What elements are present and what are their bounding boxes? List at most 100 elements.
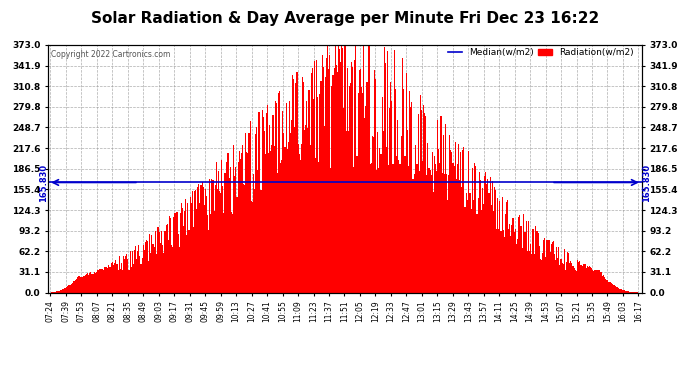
Bar bbox=[144, 250, 145, 292]
Bar bbox=[426, 175, 427, 292]
Bar bbox=[495, 190, 496, 292]
Bar bbox=[117, 270, 119, 292]
Bar bbox=[461, 187, 462, 292]
Bar bbox=[479, 172, 480, 292]
Bar bbox=[502, 230, 504, 292]
Bar bbox=[464, 207, 466, 292]
Bar bbox=[580, 265, 581, 292]
Bar bbox=[303, 82, 304, 292]
Bar bbox=[365, 106, 366, 292]
Bar bbox=[344, 45, 346, 292]
Bar bbox=[302, 77, 303, 292]
Bar bbox=[86, 274, 87, 292]
Bar bbox=[354, 60, 355, 292]
Bar bbox=[515, 244, 517, 292]
Bar bbox=[128, 270, 130, 292]
Bar bbox=[410, 107, 411, 292]
Bar bbox=[245, 134, 246, 292]
Bar bbox=[471, 209, 472, 292]
Bar bbox=[583, 264, 584, 292]
Bar bbox=[524, 232, 526, 292]
Bar bbox=[612, 284, 613, 292]
Bar bbox=[422, 160, 423, 292]
Bar bbox=[507, 200, 508, 292]
Bar bbox=[568, 253, 569, 292]
Bar bbox=[61, 290, 62, 292]
Bar bbox=[316, 60, 317, 292]
Bar bbox=[431, 175, 432, 292]
Bar bbox=[562, 264, 564, 292]
Bar bbox=[325, 77, 326, 292]
Bar bbox=[158, 227, 159, 292]
Bar bbox=[380, 154, 382, 292]
Bar bbox=[327, 45, 328, 292]
Bar bbox=[250, 201, 252, 292]
Bar bbox=[486, 184, 487, 292]
Bar bbox=[308, 90, 310, 292]
Bar bbox=[560, 259, 562, 292]
Bar bbox=[94, 272, 95, 292]
Bar bbox=[257, 170, 258, 292]
Bar bbox=[432, 152, 433, 292]
Bar bbox=[252, 202, 253, 292]
Bar bbox=[462, 150, 464, 292]
Bar bbox=[434, 156, 435, 292]
Bar bbox=[517, 240, 518, 292]
Bar bbox=[312, 68, 313, 292]
Bar bbox=[417, 114, 419, 292]
Bar bbox=[81, 277, 83, 292]
Bar bbox=[493, 211, 494, 292]
Bar bbox=[123, 256, 124, 292]
Bar bbox=[337, 72, 338, 292]
Bar bbox=[498, 228, 500, 292]
Bar bbox=[60, 290, 61, 292]
Bar bbox=[100, 269, 101, 292]
Bar bbox=[243, 184, 244, 292]
Bar bbox=[391, 101, 393, 292]
Bar bbox=[253, 174, 254, 292]
Bar bbox=[551, 244, 552, 292]
Legend: Median(w/m2), Radiation(w/m2): Median(w/m2), Radiation(w/m2) bbox=[444, 45, 637, 61]
Bar bbox=[433, 192, 434, 292]
Bar bbox=[136, 260, 137, 292]
Text: 165.830: 165.830 bbox=[642, 164, 651, 201]
Bar bbox=[166, 225, 167, 292]
Bar bbox=[458, 144, 459, 292]
Bar bbox=[113, 265, 115, 292]
Bar bbox=[159, 232, 160, 292]
Bar bbox=[593, 271, 594, 292]
Bar bbox=[150, 253, 151, 292]
Bar bbox=[506, 202, 507, 292]
Bar bbox=[254, 189, 255, 292]
Bar bbox=[57, 291, 59, 292]
Bar bbox=[387, 51, 388, 292]
Bar bbox=[353, 167, 354, 292]
Bar bbox=[108, 265, 109, 292]
Bar bbox=[511, 225, 513, 292]
Bar bbox=[299, 160, 301, 292]
Bar bbox=[89, 273, 90, 292]
Text: Solar Radiation & Day Average per Minute Fri Dec 23 16:22: Solar Radiation & Day Average per Minute… bbox=[91, 11, 599, 26]
Bar bbox=[427, 143, 428, 292]
Bar bbox=[270, 151, 271, 292]
Bar bbox=[119, 256, 120, 292]
Bar bbox=[218, 171, 219, 292]
Bar bbox=[164, 231, 166, 292]
Bar bbox=[141, 258, 143, 292]
Bar bbox=[544, 237, 545, 292]
Bar bbox=[438, 149, 440, 292]
Bar bbox=[541, 260, 542, 292]
Bar bbox=[232, 214, 233, 292]
Bar bbox=[411, 102, 412, 292]
Bar bbox=[412, 179, 413, 292]
Bar bbox=[204, 205, 205, 292]
Bar bbox=[107, 268, 108, 292]
Bar bbox=[63, 288, 64, 292]
Bar bbox=[533, 230, 534, 292]
Bar bbox=[483, 204, 484, 292]
Bar bbox=[275, 101, 276, 292]
Bar bbox=[601, 272, 602, 292]
Bar bbox=[476, 214, 477, 292]
Bar bbox=[160, 243, 161, 292]
Bar bbox=[64, 288, 66, 292]
